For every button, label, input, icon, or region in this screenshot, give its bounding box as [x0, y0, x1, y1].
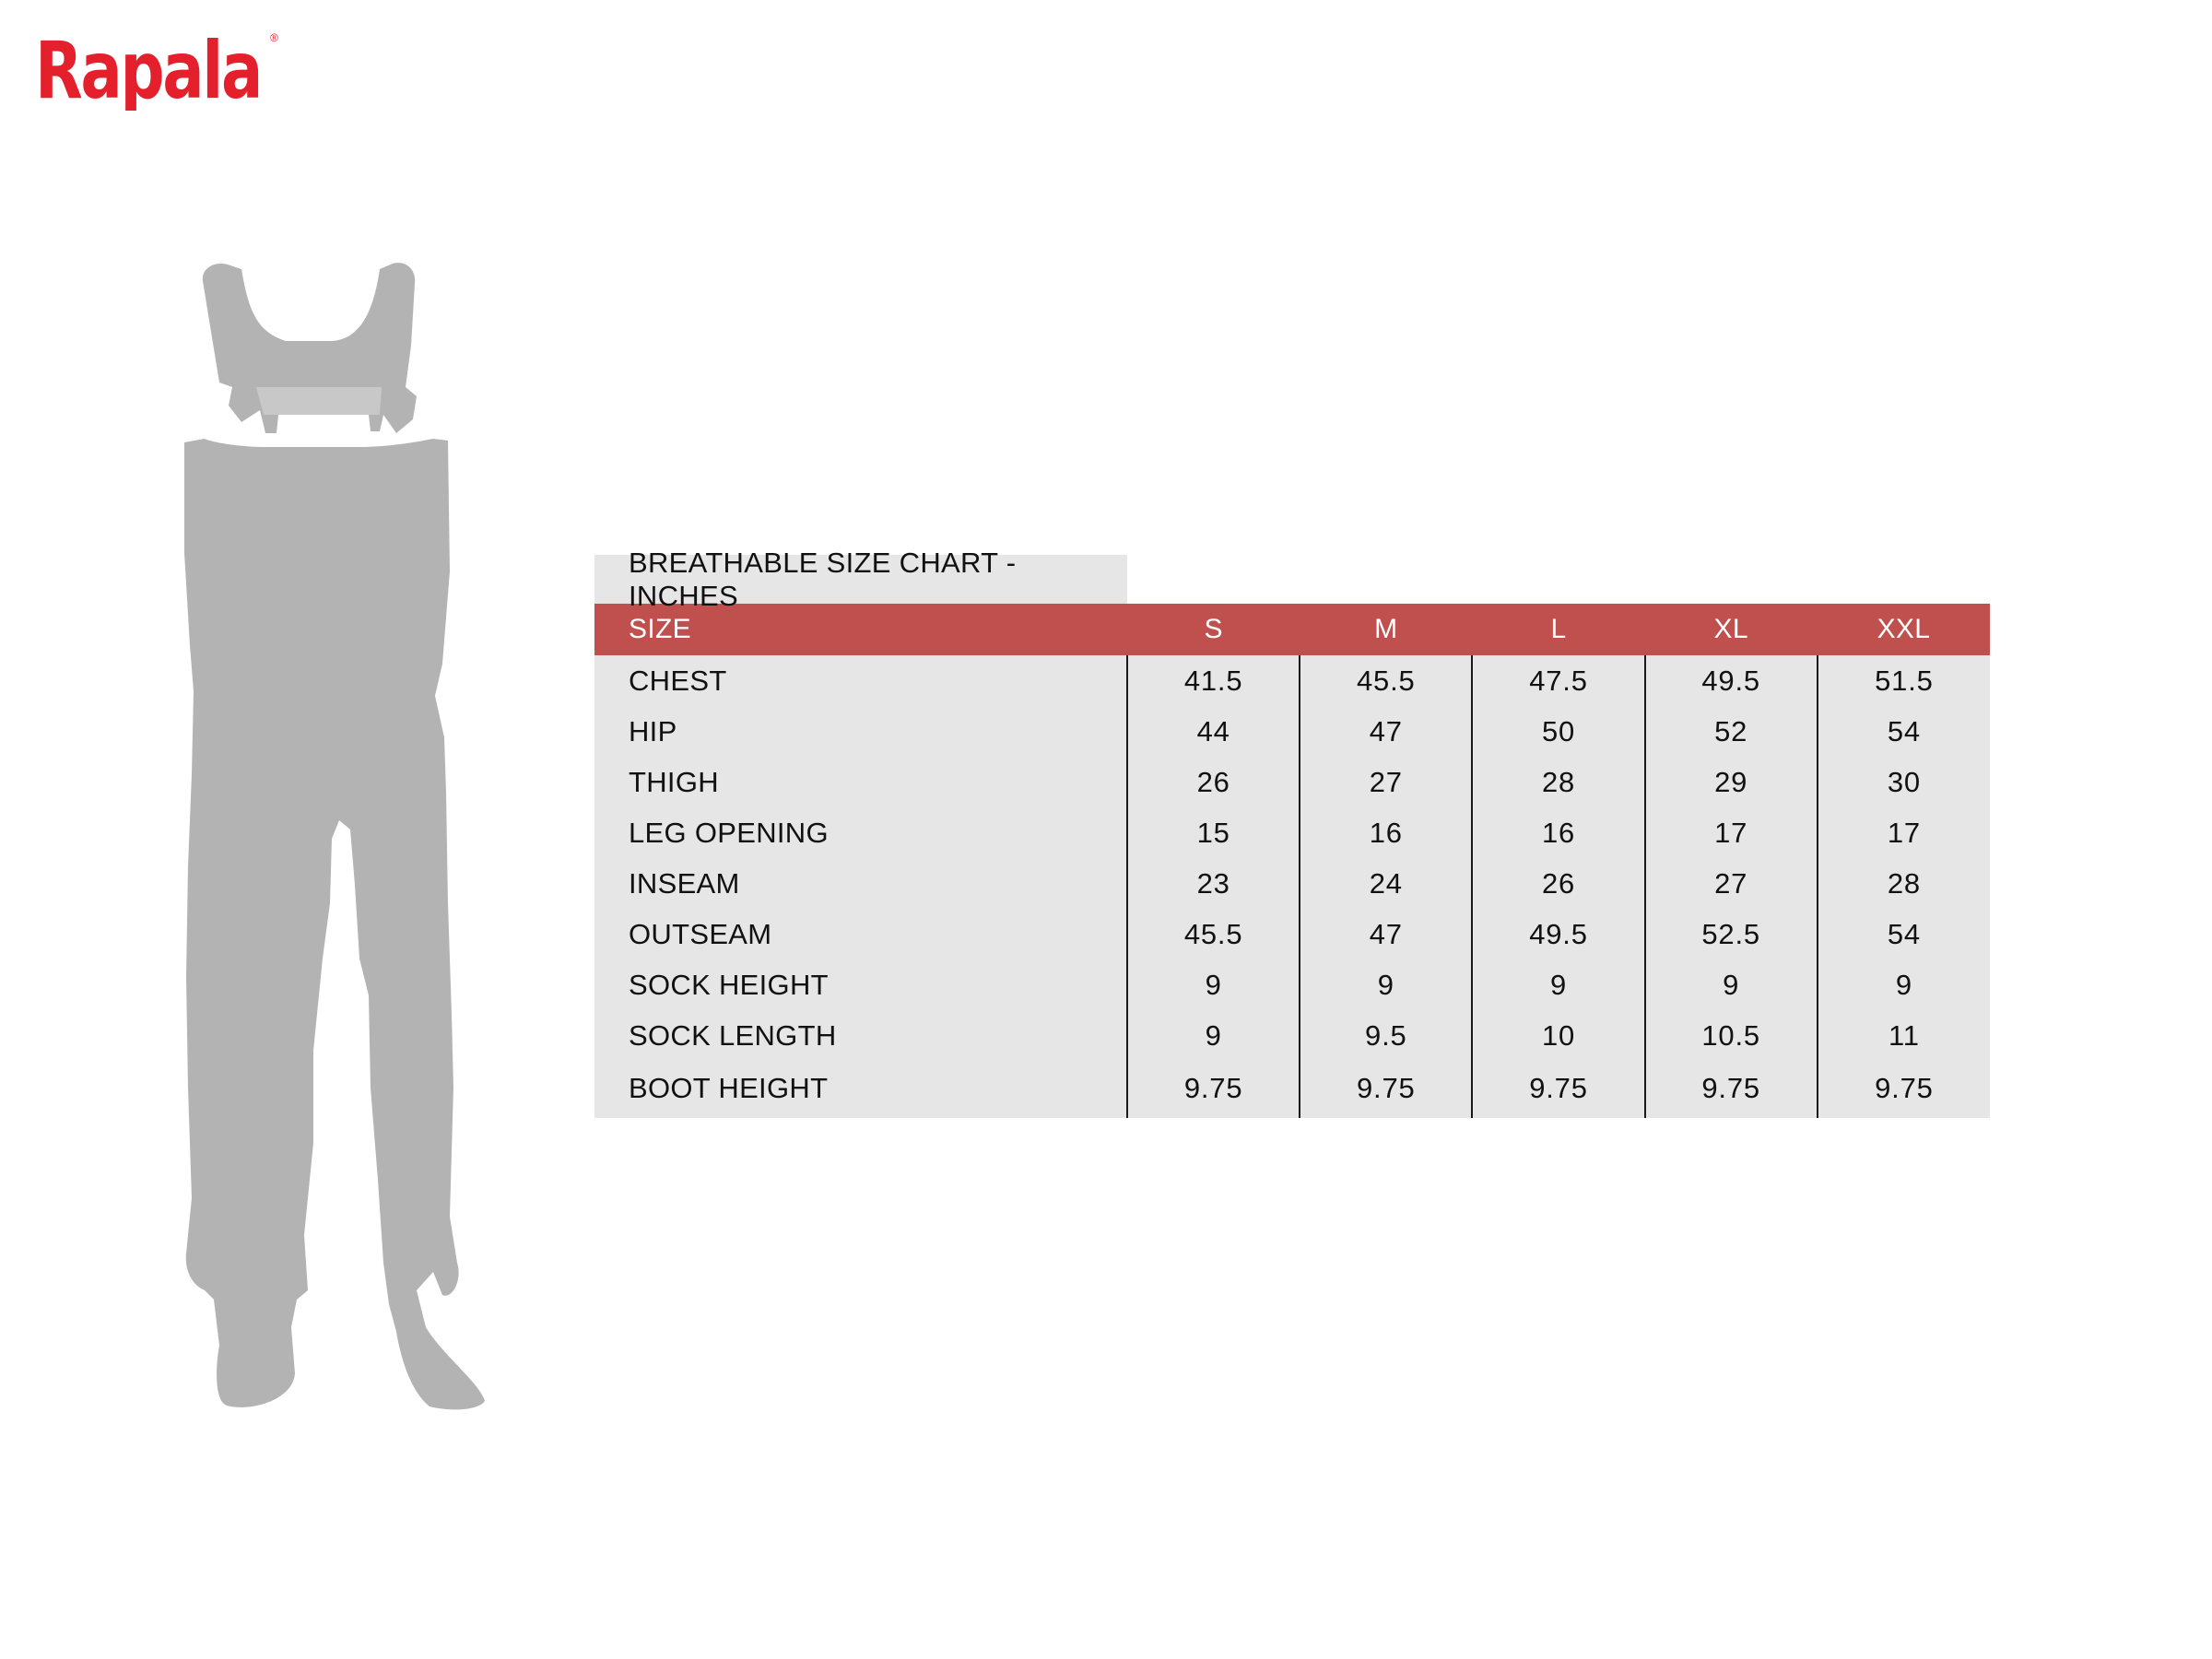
row-label: THIGH: [594, 757, 1128, 807]
table-cell: 28: [1816, 858, 1990, 909]
table-cell: 51.5: [1816, 655, 1990, 706]
table-cell: 9: [1126, 959, 1300, 1010]
table-cell: 26: [1471, 858, 1645, 909]
table-cell: 9.75: [1471, 1061, 1645, 1118]
table-cell: 45.5: [1299, 655, 1473, 706]
table-cell: 30: [1816, 757, 1990, 807]
row-label: BOOT HEIGHT: [594, 1061, 1128, 1118]
table-cell: 9.75: [1299, 1061, 1473, 1118]
table-cell: 29: [1643, 757, 1818, 807]
table-cell: 54: [1816, 909, 1990, 959]
table-cell: 9: [1126, 1010, 1300, 1061]
row-label: OUTSEAM: [594, 909, 1128, 959]
table-row-sock-height: SOCK HEIGHT 9 9 9 9 9: [594, 959, 1990, 1010]
table-cell: 10.5: [1643, 1010, 1818, 1061]
table-header-row: SIZE S M L XL XXL: [594, 604, 1990, 655]
row-label: SOCK LENGTH: [594, 1010, 1128, 1061]
brand-logo: Rapala ®: [35, 28, 278, 111]
wader-illustration: [175, 258, 507, 1410]
header-size-l: L: [1472, 604, 1645, 655]
table-row-inseam: INSEAM 23 24 26 27 28: [594, 858, 1990, 909]
table-row-leg-opening: LEG OPENING 15 16 16 17 17: [594, 807, 1990, 858]
header-size-xl: XL: [1644, 604, 1818, 655]
logo-wordmark: Rapala: [35, 28, 261, 111]
header-size-label: SIZE: [594, 604, 1128, 655]
table-cell: 27: [1299, 757, 1473, 807]
table-cell: 9.75: [1643, 1061, 1818, 1118]
table-cell: 9.75: [1816, 1061, 1990, 1118]
table-cell: 47.5: [1471, 655, 1645, 706]
header-size-xxl: XXL: [1817, 604, 1990, 655]
header-size-m: M: [1300, 604, 1473, 655]
table-cell: 49.5: [1643, 655, 1818, 706]
table-row-boot-height: BOOT HEIGHT 9.75 9.75 9.75 9.75 9.75: [594, 1061, 1990, 1118]
table-row-outseam: OUTSEAM 45.5 47 49.5 52.5 54: [594, 909, 1990, 959]
row-label: SOCK HEIGHT: [594, 959, 1128, 1010]
size-chart: BREATHABLE SIZE CHART - INCHES SIZE S M …: [594, 547, 1990, 1118]
table-cell: 17: [1643, 807, 1818, 858]
table-cell: 47: [1299, 909, 1473, 959]
table-cell: 52: [1643, 706, 1818, 757]
table-cell: 54: [1816, 706, 1990, 757]
registered-mark: ®: [270, 31, 278, 44]
header-size-s: S: [1127, 604, 1300, 655]
table-cell: 49.5: [1471, 909, 1645, 959]
table-cell: 44: [1126, 706, 1300, 757]
row-label: HIP: [594, 706, 1128, 757]
table-cell: 45.5: [1126, 909, 1300, 959]
table-cell: 16: [1299, 807, 1473, 858]
table-cell: 16: [1471, 807, 1645, 858]
table-cell: 9: [1816, 959, 1990, 1010]
table-cell: 27: [1643, 858, 1818, 909]
table-cell: 52.5: [1643, 909, 1818, 959]
table-row-sock-length: SOCK LENGTH 9 9.5 10 10.5 11: [594, 1010, 1990, 1061]
row-label: CHEST: [594, 655, 1128, 706]
table-cell: 50: [1471, 706, 1645, 757]
table-cell: 9: [1643, 959, 1818, 1010]
table-row-hip: HIP 44 47 50 52 54: [594, 706, 1990, 757]
table-cell: 17: [1816, 807, 1990, 858]
size-chart-title: BREATHABLE SIZE CHART - INCHES: [594, 547, 1127, 612]
table-cell: 9: [1299, 959, 1473, 1010]
row-label: LEG OPENING: [594, 807, 1128, 858]
wader-silhouette-icon: [184, 263, 485, 1410]
table-cell: 9: [1471, 959, 1645, 1010]
table-row-chest: CHEST 41.5 45.5 47.5 49.5 51.5: [594, 655, 1990, 706]
table-cell: 11: [1816, 1010, 1990, 1061]
size-table: SIZE S M L XL XXL CHEST 41.5 45.5 47.5 4…: [594, 604, 1990, 1118]
table-cell: 10: [1471, 1010, 1645, 1061]
table-cell: 9.5: [1299, 1010, 1473, 1061]
table-cell: 15: [1126, 807, 1300, 858]
table-cell: 26: [1126, 757, 1300, 807]
table-cell: 41.5: [1126, 655, 1300, 706]
table-cell: 9.75: [1126, 1061, 1300, 1118]
table-cell: 28: [1471, 757, 1645, 807]
table-cell: 24: [1299, 858, 1473, 909]
table-cell: 47: [1299, 706, 1473, 757]
row-label: INSEAM: [594, 858, 1128, 909]
table-row-thigh: THIGH 26 27 28 29 30: [594, 757, 1990, 807]
rapala-logo-icon: Rapala: [35, 28, 264, 111]
table-cell: 23: [1126, 858, 1300, 909]
